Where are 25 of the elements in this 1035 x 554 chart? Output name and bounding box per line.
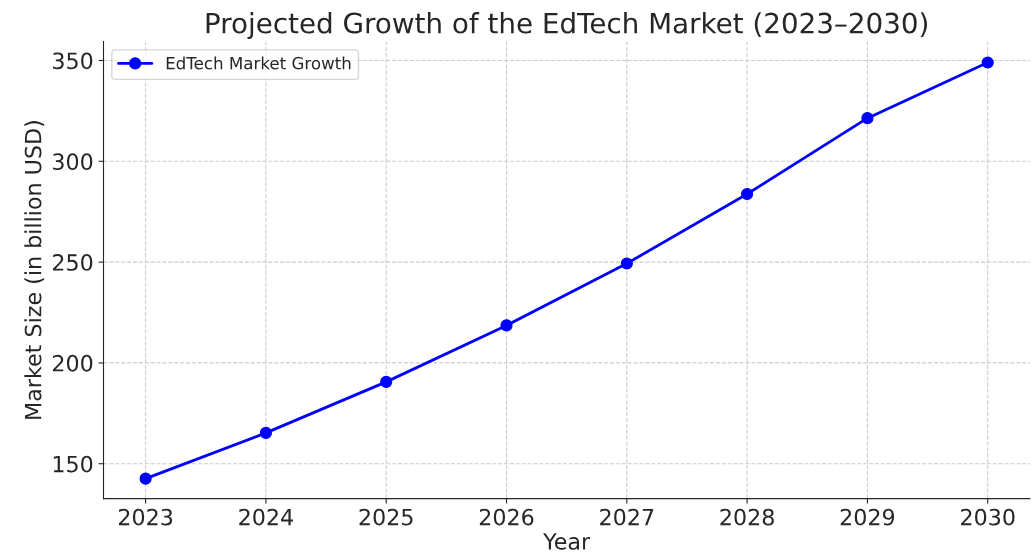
y-tick-label: 200 (52, 354, 93, 372)
point (861, 112, 874, 125)
point (741, 187, 754, 201)
x-tick-label: 2030 (961, 508, 1015, 526)
y-tick-label: 150 (53, 455, 93, 473)
point (620, 257, 633, 270)
y-tick-label: 350 (53, 52, 93, 70)
x-axis-title: Year (543, 533, 591, 550)
point (139, 472, 152, 485)
point (500, 319, 513, 332)
x-tick-label: 2029 (840, 508, 895, 526)
x-tick-label: 2025 (359, 508, 413, 526)
y-tick-label: 250 (52, 254, 93, 271)
x-tick-label: 2023 (118, 508, 173, 526)
x-tick-label: 2027 (600, 508, 654, 526)
x-tick-label: 2028 (720, 508, 774, 526)
x-tick-label: 2024 (239, 508, 293, 526)
legend-label: EdTech Market Growth (166, 56, 351, 70)
y-tick-label: 300 (53, 153, 93, 171)
point (981, 56, 994, 69)
point (259, 426, 272, 439)
x-tick-label: 2026 (479, 508, 534, 526)
y-axis-title: Market Size (in billion USD) (24, 121, 45, 419)
chart-title: Projected Growth of the EdTech Market (2023–2030) (206, 12, 927, 39)
point (380, 375, 393, 388)
